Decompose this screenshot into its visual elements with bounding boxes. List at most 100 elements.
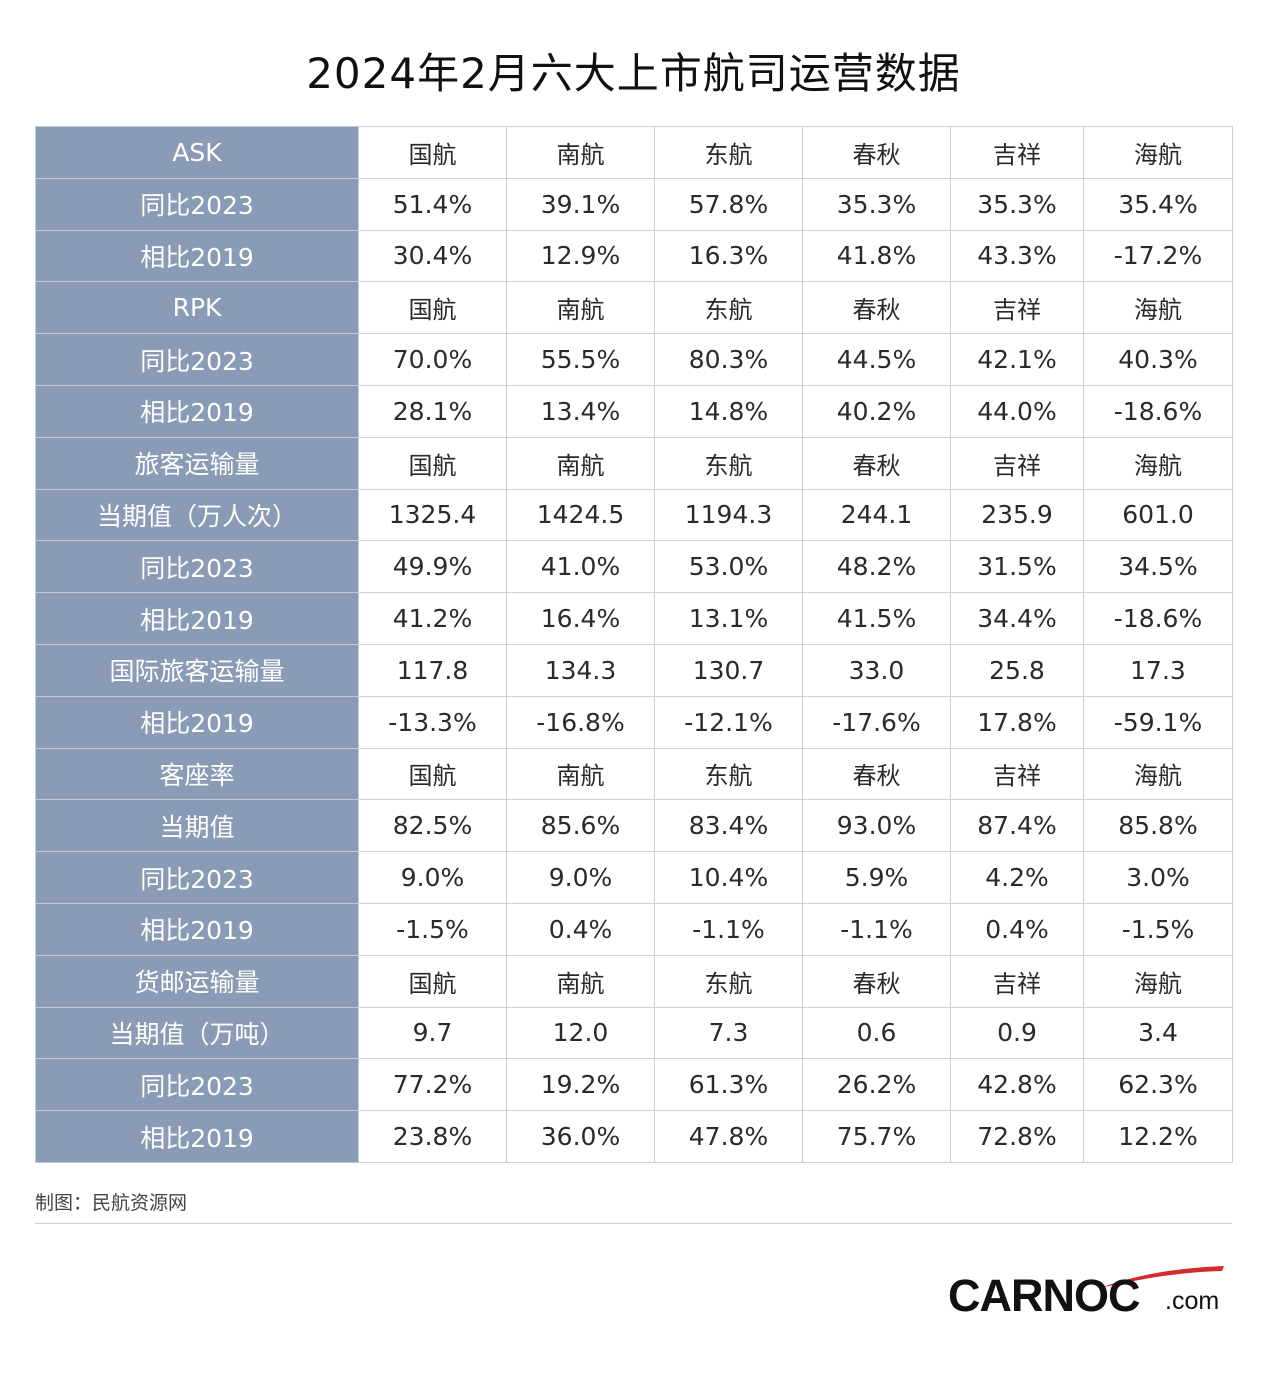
- airline-header-cell: 海航: [1083, 747, 1233, 801]
- table-cell: 13.4%: [506, 384, 655, 438]
- row-label: 相比2019: [35, 695, 359, 749]
- table-cell: -59.1%: [1083, 695, 1233, 749]
- airline-header-cell: 东航: [654, 747, 803, 801]
- table-cell: 57.8%: [654, 177, 803, 231]
- airline-header-cell: 国航: [358, 954, 507, 1008]
- table-cell: 48.2%: [802, 540, 951, 594]
- table-cell: -18.6%: [1083, 384, 1233, 438]
- airline-header-cell: 东航: [654, 954, 803, 1008]
- table-cell: -1.1%: [654, 902, 803, 956]
- table-row: 同比2023 51.4% 39.1% 57.8% 35.3% 35.3% 35.4%: [35, 177, 1233, 231]
- row-label: ASK: [35, 126, 359, 179]
- table-cell: 85.6%: [506, 799, 655, 853]
- table-cell: 83.4%: [654, 799, 803, 853]
- airline-header-cell: 东航: [654, 126, 803, 179]
- table-cell: 42.8%: [950, 1058, 1084, 1112]
- table-cell: 39.1%: [506, 177, 655, 231]
- airline-header-cell: 南航: [506, 281, 655, 335]
- table-cell: 1194.3: [654, 488, 803, 542]
- table-cell: 117.8: [358, 643, 507, 697]
- airline-header-cell: 国航: [358, 281, 507, 335]
- table-cell: 4.2%: [950, 851, 1084, 904]
- airline-header-cell: 吉祥: [950, 747, 1084, 801]
- table-cell: 601.0: [1083, 488, 1233, 542]
- logo-suffix: .com: [1165, 1287, 1220, 1315]
- table-cell: 9.0%: [506, 851, 655, 904]
- table-row: 旅客运输量 国航 南航 东航 春秋 吉祥 海航: [35, 436, 1233, 490]
- table-cell: -16.8%: [506, 695, 655, 749]
- table-cell: 34.4%: [950, 592, 1084, 645]
- table-cell: 28.1%: [358, 384, 507, 438]
- table-cell: 244.1: [802, 488, 951, 542]
- row-label: 货邮运输量: [35, 954, 359, 1008]
- airline-header-cell: 南航: [506, 126, 655, 179]
- row-label: 同比2023: [35, 177, 359, 231]
- table-cell: 130.7: [654, 643, 803, 697]
- airline-header-cell: 南航: [506, 954, 655, 1008]
- airline-header-cell: 东航: [654, 281, 803, 335]
- table-row: 国际旅客运输量 117.8 134.3 130.7 33.0 25.8 17.3: [35, 643, 1233, 697]
- table-cell: 41.0%: [506, 540, 655, 594]
- table-cell: 53.0%: [654, 540, 803, 594]
- row-label: 同比2023: [35, 1058, 359, 1112]
- table-cell: 51.4%: [358, 177, 507, 231]
- table-cell: 30.4%: [358, 229, 507, 283]
- row-label: 相比2019: [35, 384, 359, 438]
- table-cell: 25.8: [950, 643, 1084, 697]
- table-cell: 72.8%: [950, 1110, 1084, 1163]
- table-row: 当期值 82.5% 85.6% 83.4% 93.0% 87.4% 85.8%: [35, 799, 1233, 853]
- table-cell: 41.2%: [358, 592, 507, 645]
- table-cell: 35.4%: [1083, 177, 1233, 231]
- swoosh-icon: [1100, 1266, 1224, 1288]
- row-label: 同比2023: [35, 851, 359, 904]
- table-cell: -12.1%: [654, 695, 803, 749]
- row-label: 旅客运输量: [35, 436, 359, 490]
- airline-header-cell: 海航: [1083, 436, 1233, 490]
- row-label: 当期值（万人次）: [35, 488, 359, 542]
- row-label: 相比2019: [35, 1110, 359, 1163]
- chart-credit: 制图：民航资源网: [35, 1192, 188, 1214]
- row-label: 相比2019: [35, 902, 359, 956]
- table-row: 相比2019 28.1% 13.4% 14.8% 40.2% 44.0% -18.6%: [35, 384, 1233, 438]
- table-cell: 14.8%: [654, 384, 803, 438]
- airline-header-cell: 春秋: [802, 281, 951, 335]
- table-cell: 1325.4: [358, 488, 507, 542]
- carnoc-logo[interactable]: CARNOC .com: [948, 1266, 1228, 1326]
- table-cell: 41.5%: [802, 592, 951, 645]
- table-cell: 93.0%: [802, 799, 951, 853]
- airline-header-cell: 东航: [654, 436, 803, 490]
- operations-table: ASK 国航 南航 东航 春秋 吉祥 海航 同比2023 51.4% 39.1% 57.8% 35.3…: [35, 126, 1233, 1163]
- table-cell: 70.0%: [358, 333, 507, 386]
- row-label: 国际旅客运输量: [35, 643, 359, 697]
- table-row: 相比2019 -1.5% 0.4% -1.1% -1.1% 0.4% -1.5%: [35, 902, 1233, 956]
- table-cell: 12.2%: [1083, 1110, 1233, 1163]
- table-cell: 7.3: [654, 1006, 803, 1060]
- table-cell: -17.6%: [802, 695, 951, 749]
- table-row: 相比2019 23.8% 36.0% 47.8% 75.7% 72.8% 12.2%: [35, 1110, 1233, 1163]
- table-cell: 77.2%: [358, 1058, 507, 1112]
- table-cell: 0.4%: [950, 902, 1084, 956]
- page-title: 2024年2月六大上市航司运营数据: [306, 49, 961, 98]
- table-cell: 134.3: [506, 643, 655, 697]
- table-cell: -1.5%: [358, 902, 507, 956]
- airline-header-cell: 吉祥: [950, 436, 1084, 490]
- table-cell: 62.3%: [1083, 1058, 1233, 1112]
- row-label: 相比2019: [35, 229, 359, 283]
- table-row: RPK 国航 南航 东航 春秋 吉祥 海航: [35, 281, 1233, 335]
- table-cell: 3.4: [1083, 1006, 1233, 1060]
- table-cell: -13.3%: [358, 695, 507, 749]
- airline-header-cell: 吉祥: [950, 126, 1084, 179]
- table-cell: 87.4%: [950, 799, 1084, 853]
- table-row: 客座率 国航 南航 东航 春秋 吉祥 海航: [35, 747, 1233, 801]
- table-cell: 19.2%: [506, 1058, 655, 1112]
- table-row: 相比2019 41.2% 16.4% 13.1% 41.5% 34.4% -18.6%: [35, 592, 1233, 645]
- airline-header-cell: 春秋: [802, 126, 951, 179]
- airline-header-cell: 国航: [358, 436, 507, 490]
- table-cell: 55.5%: [506, 333, 655, 386]
- table-cell: 49.9%: [358, 540, 507, 594]
- airline-header-cell: 南航: [506, 436, 655, 490]
- airline-header-cell: 春秋: [802, 747, 951, 801]
- airline-header-cell: 海航: [1083, 126, 1233, 179]
- table-cell: 75.7%: [802, 1110, 951, 1163]
- table-cell: 9.0%: [358, 851, 507, 904]
